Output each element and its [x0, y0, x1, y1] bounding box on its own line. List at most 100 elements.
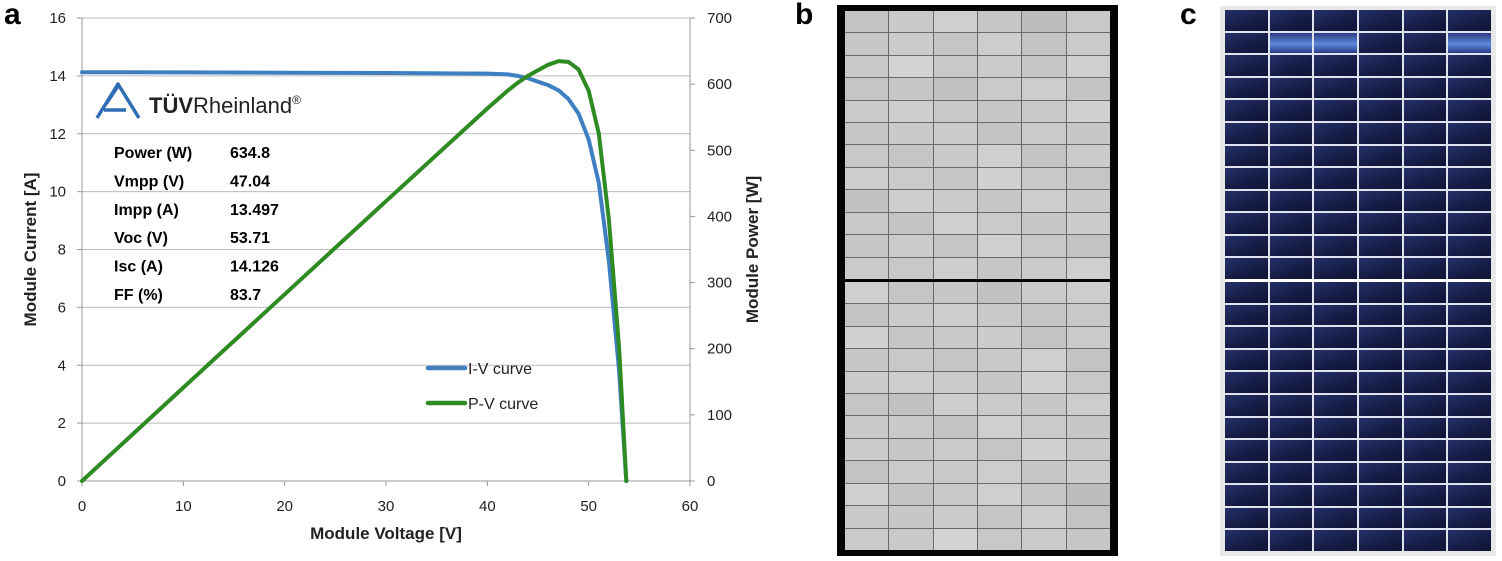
el-cell [889, 282, 933, 304]
el-cell [845, 461, 889, 483]
solar-cell [1269, 507, 1313, 529]
solar-cell [1359, 530, 1402, 551]
solar-cell [1225, 282, 1268, 303]
solar-cell [1359, 372, 1402, 393]
y2-tick-label-6: 600 [707, 76, 732, 93]
photo-cell-grid [1225, 10, 1491, 551]
el-cell [933, 371, 977, 394]
el-cell [933, 55, 977, 78]
solar-cell [1403, 213, 1447, 234]
tuv-logo-bold: TÜV [149, 93, 193, 118]
x-tick-label-3: 30 [378, 498, 395, 515]
solar-cell [1403, 145, 1447, 167]
el-cell [1022, 282, 1066, 304]
el-cell [889, 528, 933, 550]
solar-cell [1359, 327, 1402, 348]
el-cell [1022, 167, 1066, 190]
solar-cell [1225, 32, 1268, 54]
el-cell [1022, 483, 1066, 506]
el-cell [1022, 326, 1066, 349]
solar-cell [1314, 282, 1357, 303]
el-cell [889, 506, 933, 528]
el-cell [1066, 371, 1110, 394]
el-cell [977, 190, 1022, 212]
panel-label-c: c [1180, 0, 1197, 31]
solar-cell [1225, 530, 1268, 551]
el-cell [1066, 483, 1110, 506]
tuv-logo-regular: Rheinland [193, 93, 292, 118]
solar-cell [1314, 77, 1357, 99]
solar-cell [1269, 235, 1313, 257]
solar-cell [1314, 507, 1357, 529]
solar-cell [1225, 462, 1268, 484]
solar-cell [1359, 417, 1402, 439]
tuv-logo-text: TÜVRheinland® [149, 93, 301, 118]
el-cell [889, 78, 933, 100]
el-cell [1066, 145, 1110, 167]
solar-cell [1448, 122, 1491, 144]
el-cell [1066, 100, 1110, 123]
y2-axis-title: Module Power [W] [743, 176, 762, 323]
solar-cell [1269, 282, 1313, 303]
solar-cell [1448, 235, 1491, 257]
solar-cell [1403, 168, 1447, 189]
solar-cell [1359, 462, 1402, 484]
el-cell [889, 461, 933, 483]
el-cell [977, 212, 1022, 235]
solar-cell [1448, 327, 1491, 348]
solar-cell [1314, 100, 1357, 121]
solar-cell [1314, 372, 1357, 393]
solar-cell [1359, 77, 1402, 99]
el-cell [933, 190, 977, 212]
el-cell [889, 55, 933, 78]
el-cell [933, 506, 977, 528]
iv-pv-chart: 0 10 20 30 40 50 60024681012141601002003004005… [21, 10, 762, 543]
el-cell [1022, 55, 1066, 78]
param-value-4: 14.126 [230, 259, 279, 276]
x-tick-label-5: 50 [580, 498, 597, 515]
el-cell [977, 78, 1022, 100]
solar-cell [1314, 485, 1357, 506]
el-cell [845, 100, 889, 123]
solar-cell [1269, 394, 1313, 416]
el-cell [1022, 461, 1066, 483]
el-cell [845, 371, 889, 394]
el-cell [889, 123, 933, 145]
solar-cell [1269, 440, 1313, 461]
solar-cell [1269, 372, 1313, 393]
el-cell [1022, 438, 1066, 461]
el-cell [845, 257, 889, 279]
panel-label-b: b [795, 0, 814, 31]
solar-cell [1403, 32, 1447, 54]
solar-cell [1448, 507, 1491, 529]
solar-cell [1314, 258, 1357, 279]
el-cell [933, 483, 977, 506]
el-cell [933, 416, 977, 438]
el-cell [977, 483, 1022, 506]
el-cell [933, 326, 977, 349]
el-cell [977, 55, 1022, 78]
el-cell [977, 528, 1022, 550]
el-cell [977, 282, 1022, 304]
solar-cell [1314, 235, 1357, 257]
y-tick-label-4: 8 [58, 242, 66, 259]
solar-cell [1269, 213, 1313, 234]
solar-cell [1403, 282, 1447, 303]
solar-cell [1225, 122, 1268, 144]
el-cell [933, 461, 977, 483]
solar-cell [1225, 168, 1268, 189]
el-cell [1022, 145, 1066, 167]
el-cell [933, 11, 977, 33]
solar-cell [1225, 213, 1268, 234]
solar-cell [1314, 213, 1357, 234]
solar-cell [1448, 530, 1491, 551]
solar-cell [1225, 10, 1268, 31]
solar-cell [1359, 485, 1402, 506]
solar-cell [1314, 394, 1357, 416]
el-cell [845, 123, 889, 145]
el-cell [1066, 528, 1110, 550]
el-cell [889, 394, 933, 416]
x-tick-label-0: 0 [78, 498, 86, 515]
solar-cell [1448, 372, 1491, 393]
y2-tick-label-7: 700 [707, 10, 732, 27]
